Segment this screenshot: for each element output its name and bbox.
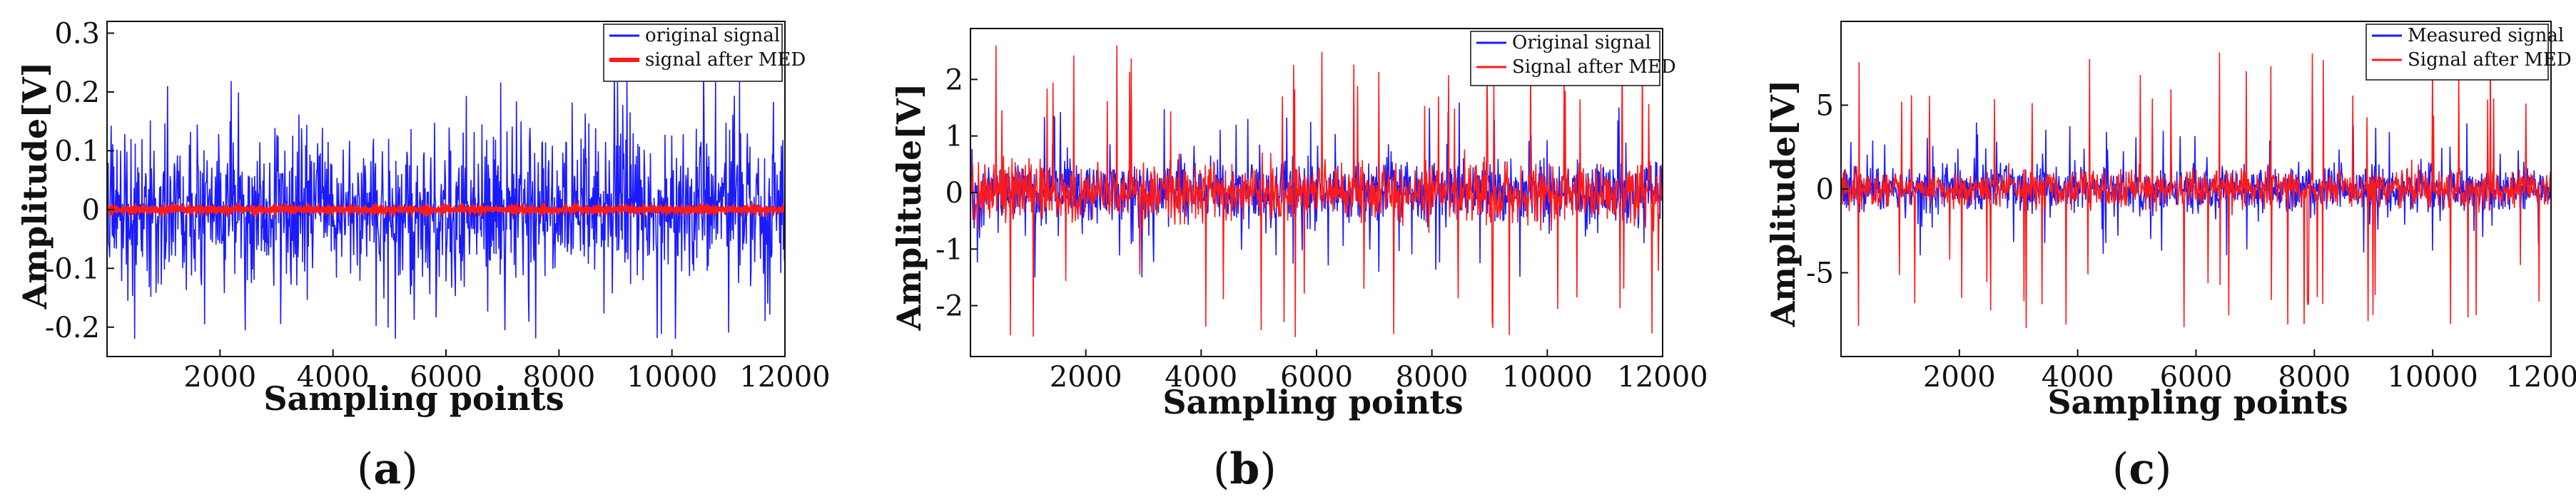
panel-c: 2000 4000 6000 8000 10000 12000 -5 0 5 Measured s…	[1806, 21, 2576, 394]
panel-b-ylabel: Amplitude[V]	[890, 83, 928, 332]
y-tick-label: 0	[1816, 173, 1834, 206]
y-tick-label: -0.1	[45, 252, 100, 285]
x-tick-label: 12000	[739, 361, 830, 394]
panel-1-series-1-line	[970, 45, 1663, 337]
legend-label: original signal	[645, 25, 780, 46]
y-tick-label: 0.3	[54, 17, 100, 50]
x-tick-label: 4000	[297, 361, 370, 394]
x-tick-label: 8000	[2278, 361, 2351, 394]
x-tick-label: 10000	[1502, 361, 1593, 394]
panel-c-ylabel: Amplitude[V]	[1764, 80, 1802, 328]
legend-label: signal after MED	[645, 49, 806, 71]
x-tick-label: 10000	[627, 361, 717, 394]
legend-label: Original signal	[1512, 32, 1651, 53]
legend-label: Measured signal	[2408, 25, 2564, 46]
x-tick-label: 4000	[1165, 361, 1237, 394]
y-tick-label: 0	[945, 177, 963, 210]
panel-c-xlabel: Sampling points	[2047, 383, 2348, 421]
x-tick-label: 10000	[2388, 361, 2478, 394]
y-tick-label: -5	[1806, 257, 1834, 290]
panel-c-tag: (c)	[2112, 444, 2171, 494]
legend-label: Signal after MED	[1512, 56, 1676, 78]
y-tick-label: -1	[935, 233, 963, 266]
panel-0-series-0-line	[107, 64, 785, 339]
x-tick-label: 8000	[522, 361, 595, 394]
y-tick-label: -2	[935, 290, 963, 323]
legend-box	[1470, 31, 1660, 86]
x-tick-label: 12000	[2505, 361, 2576, 394]
panel-0-series-1-line	[107, 200, 785, 220]
panel-a-tag: (a)	[357, 444, 418, 494]
x-tick-label: 2000	[1050, 361, 1122, 394]
y-tick-label: 0	[82, 194, 100, 227]
x-tick-label: 6000	[1280, 361, 1353, 394]
panel-b-tag: (b)	[1213, 444, 1277, 494]
panel-a: 2000 4000 6000 8000 10000 12000 -0.2 -0.1 0 0.1 0.…	[45, 17, 831, 394]
panel-b-xlabel: Sampling points	[1162, 383, 1463, 421]
y-tick-label: 5	[1816, 90, 1834, 123]
panel-2-series-1-line	[1841, 50, 2551, 329]
panel-b: 2000 4000 6000 8000 10000 12000 -2 -1 0 1 2 Origina…	[935, 28, 1708, 394]
x-tick-label: 4000	[2042, 361, 2114, 394]
panel-a-ylabel: Amplitude[V]	[16, 62, 54, 310]
legend-box	[2365, 24, 2549, 81]
x-tick-label: 6000	[2160, 361, 2233, 394]
y-tick-label: 0.2	[54, 76, 100, 109]
x-tick-label: 2000	[183, 361, 256, 394]
panel-a-xlabel: Sampling points	[263, 379, 564, 418]
legend-label: Signal after MED	[2408, 49, 2572, 71]
legend-box	[603, 24, 783, 82]
x-tick-label: 12000	[1617, 361, 1708, 394]
x-tick-label: 8000	[1396, 361, 1469, 394]
x-tick-label: 2000	[1923, 361, 1996, 394]
y-tick-label: 0.1	[54, 135, 100, 168]
x-tick-label: 6000	[410, 361, 482, 394]
panel-1-series-0-line	[970, 102, 1663, 278]
y-tick-label: 1	[945, 121, 963, 153]
y-tick-label: 2	[945, 63, 963, 96]
y-tick-label: -0.2	[45, 312, 100, 344]
